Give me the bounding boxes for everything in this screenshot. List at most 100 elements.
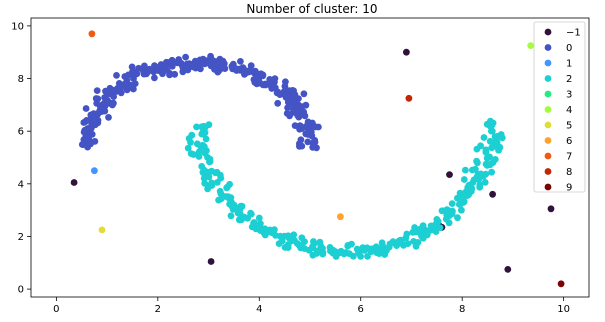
data-point [104, 97, 111, 104]
data-point [313, 144, 320, 152]
data-point [297, 122, 305, 130]
data-point [487, 123, 494, 130]
data-point [309, 251, 317, 259]
data-point [488, 168, 495, 176]
x-tick-label: 8 [459, 304, 465, 315]
data-point [168, 56, 176, 64]
data-point [116, 84, 124, 92]
data-point [292, 107, 299, 115]
legend-marker [544, 59, 552, 67]
y-tick-label: 10 [11, 21, 24, 32]
data-point [472, 165, 479, 173]
data-point [411, 224, 418, 231]
data-point [128, 63, 136, 71]
data-point [483, 154, 491, 162]
data-point [448, 200, 456, 208]
data-point [446, 171, 453, 179]
data-point [90, 110, 97, 118]
data-point [278, 237, 286, 245]
y-tick-label: 0 [18, 285, 24, 296]
data-point [201, 179, 209, 187]
data-point [151, 74, 158, 82]
data-point [259, 72, 267, 80]
data-point [255, 214, 263, 222]
legend-item: 5 [544, 121, 572, 132]
data-point [256, 79, 264, 87]
data-point [81, 126, 89, 134]
data-point [213, 179, 221, 186]
legend: −1 0 1 2 3 4 5 6 7 8 9 [533, 21, 586, 194]
data-point [184, 144, 192, 152]
series-6 [98, 226, 106, 234]
data-point [557, 280, 565, 288]
data-point [465, 181, 473, 189]
data-point [122, 84, 130, 92]
legend-label: 7 [566, 152, 572, 163]
x-tick-label: 2 [155, 304, 161, 315]
data-point [88, 30, 96, 38]
data-point [302, 101, 310, 109]
data-point [105, 114, 112, 121]
data-point [236, 210, 244, 218]
y-tick-label: 2 [18, 232, 24, 243]
legend-marker [544, 106, 552, 113]
y-tick-label: 6 [18, 127, 24, 138]
data-point [195, 63, 202, 70]
data-point [82, 105, 90, 112]
x-tick-label: 4 [256, 304, 262, 315]
legend-item: 4 [544, 105, 572, 116]
y-tick-label: 8 [18, 74, 24, 85]
data-point [337, 213, 344, 221]
data-point [113, 72, 120, 79]
data-point [482, 146, 490, 154]
data-point [227, 194, 235, 202]
series-2 [91, 167, 98, 175]
data-point [547, 205, 555, 213]
data-point [332, 253, 340, 260]
data-point [162, 62, 169, 70]
legend-label: 6 [566, 136, 572, 147]
data-point [310, 238, 317, 245]
data-point [237, 58, 244, 65]
legend-marker [544, 90, 552, 98]
legend-label: 1 [566, 59, 572, 70]
legend-label: 8 [566, 167, 572, 178]
legend-item: 1 [544, 59, 572, 70]
data-point [454, 214, 461, 222]
data-point [271, 84, 279, 92]
data-point [379, 246, 386, 254]
data-point [245, 68, 253, 76]
data-point [91, 167, 98, 175]
data-point [221, 65, 229, 72]
data-point [482, 170, 490, 178]
data-point [298, 142, 306, 150]
data-point [487, 117, 494, 125]
legend-item: −1 [544, 28, 581, 39]
data-point [98, 226, 106, 234]
data-point [477, 170, 485, 178]
data-point [190, 151, 198, 158]
data-point [212, 169, 219, 177]
data-point [480, 134, 488, 141]
data-point [301, 238, 308, 246]
series-0 [70, 48, 555, 273]
series-10 [557, 280, 565, 288]
data-point [304, 138, 312, 146]
data-point [348, 240, 355, 248]
legend-item: 9 [544, 183, 572, 194]
data-point [445, 219, 453, 227]
legend-item: 3 [544, 90, 572, 101]
legend-item: 8 [544, 167, 572, 178]
x-tick-label: 10 [557, 304, 570, 315]
data-point [276, 91, 284, 98]
data-point [204, 185, 212, 193]
data-point [250, 219, 257, 227]
data-point [295, 113, 303, 121]
legend-item: 7 [544, 152, 572, 163]
legend-marker [544, 152, 552, 160]
data-point [527, 42, 535, 49]
data-point [404, 240, 412, 248]
legend-label: −1 [566, 28, 581, 39]
y-tick-label: 4 [18, 179, 24, 190]
